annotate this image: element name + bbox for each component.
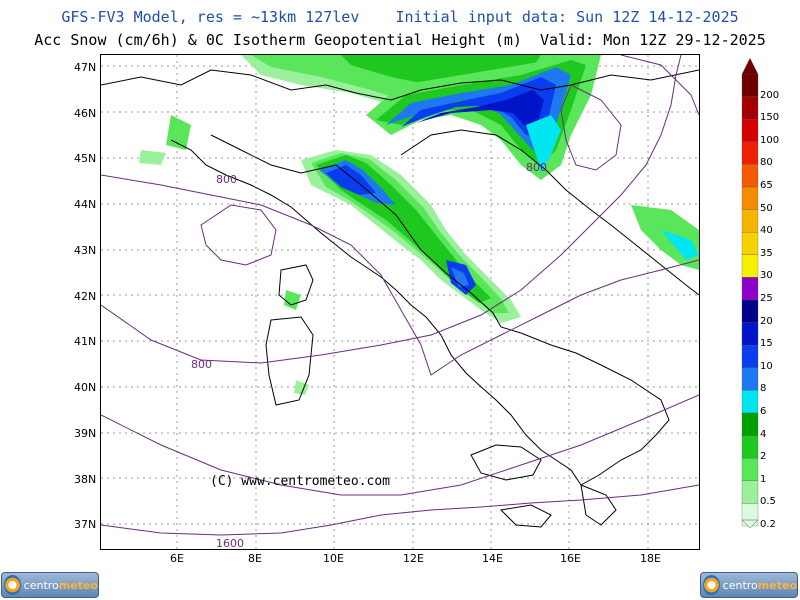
lat-label-46: 46N bbox=[74, 107, 97, 120]
contour-label: 800 bbox=[216, 173, 237, 186]
lon-label-12e: 12E bbox=[403, 552, 424, 565]
legend-bottom-arrow bbox=[741, 519, 759, 528]
legend-label: 50 bbox=[760, 202, 773, 214]
lon-label-8e: 8E bbox=[248, 552, 262, 565]
legend-label: 100 bbox=[760, 134, 780, 146]
logo-right: centrometeo bbox=[700, 572, 798, 598]
lat-label-43: 43N bbox=[74, 244, 97, 257]
logo-text: centrometeo bbox=[722, 578, 797, 592]
legend-swatch bbox=[741, 232, 759, 255]
legend-swatch bbox=[741, 209, 759, 233]
legend-top-arrow bbox=[742, 58, 758, 74]
legend-swatch bbox=[741, 322, 759, 346]
legend-swatch bbox=[741, 412, 759, 436]
lat-label-44: 44N bbox=[74, 198, 97, 211]
logo-ring-icon bbox=[4, 575, 21, 595]
legend-label: 2 bbox=[760, 451, 767, 463]
snow-field-northeast bbox=[366, 55, 601, 180]
title-line-1: GFS-FV3 Model, res = ~13km 127lev Initia… bbox=[61, 8, 739, 26]
lon-label-18e: 18E bbox=[640, 552, 661, 565]
legend-swatch bbox=[741, 277, 759, 301]
legend-label: 10 bbox=[760, 360, 773, 372]
legend-label: 0.2 bbox=[760, 519, 776, 530]
legend-label: 80 bbox=[760, 157, 773, 169]
legend-swatch bbox=[741, 164, 759, 188]
snow-field-balkans bbox=[631, 205, 699, 270]
color-legend bbox=[741, 58, 759, 528]
legend-label: 200 bbox=[760, 89, 780, 101]
legend-swatch bbox=[741, 254, 759, 278]
coastlines bbox=[101, 69, 699, 528]
legend-label: 20 bbox=[760, 315, 773, 327]
lat-label-37: 37N bbox=[74, 518, 97, 531]
legend-swatch bbox=[741, 119, 759, 142]
legend-label: 15 bbox=[760, 338, 773, 350]
lat-label-45: 45N bbox=[74, 152, 97, 165]
legend-swatch bbox=[741, 299, 759, 323]
legend-swatch bbox=[741, 186, 759, 210]
legend-swatch bbox=[741, 96, 759, 120]
lon-label-16e: 16E bbox=[560, 552, 581, 565]
legend-swatch bbox=[741, 435, 759, 459]
legend-label: 150 bbox=[760, 112, 780, 124]
lat-label-39: 39N bbox=[74, 427, 97, 440]
lon-label-10e: 10E bbox=[323, 552, 344, 565]
snow-field-isolated bbox=[139, 115, 309, 395]
legend-swatch bbox=[741, 73, 759, 97]
copyright-watermark: (C) www.centrometeo.com bbox=[210, 474, 391, 489]
lat-label-40: 40N bbox=[74, 381, 97, 394]
legend-swatch bbox=[741, 367, 759, 391]
logo-text: centrometeo bbox=[23, 578, 98, 592]
lon-label-6e: 6E bbox=[170, 552, 184, 565]
legend-label: 4 bbox=[760, 428, 767, 440]
lon-label-14e: 14E bbox=[482, 552, 503, 565]
lat-label-41: 41N bbox=[74, 335, 97, 348]
legend-label: 1 bbox=[760, 473, 767, 485]
lat-label-38: 38N bbox=[74, 473, 97, 486]
legend-swatch bbox=[741, 345, 759, 368]
isotherm-contours bbox=[101, 55, 699, 536]
legend-swatch bbox=[741, 390, 759, 414]
legend-swatch bbox=[741, 458, 759, 481]
contour-label: 800 bbox=[191, 358, 212, 371]
legend-label: 30 bbox=[760, 270, 773, 282]
title-line-2: Acc Snow (cm/6h) & 0C Isotherm Geopotent… bbox=[34, 31, 766, 49]
legend-label: 65 bbox=[760, 180, 773, 191]
legend-swatch bbox=[741, 141, 759, 165]
legend-swatch bbox=[741, 480, 759, 504]
contour-label: 800 bbox=[526, 161, 547, 174]
legend-label: 8 bbox=[760, 383, 767, 395]
contour-label: 1600 bbox=[216, 537, 244, 549]
contour-labels: 800 800 800 800 1600 bbox=[191, 161, 547, 549]
legend-label: 6 bbox=[760, 406, 767, 417]
map-panel: 800 800 800 800 1600 bbox=[100, 54, 700, 550]
map-canvas: 800 800 800 800 1600 bbox=[101, 55, 699, 549]
logo-ring-icon bbox=[703, 575, 720, 595]
lat-label-42: 42N bbox=[74, 290, 97, 303]
lat-label-47: 47N bbox=[74, 61, 97, 74]
legend-label: 25 bbox=[760, 293, 773, 304]
legend-label: 35 bbox=[760, 247, 773, 259]
legend-label: 0.5 bbox=[760, 496, 776, 508]
logo-left: centrometeo bbox=[1, 572, 99, 598]
legend-label: 40 bbox=[760, 225, 773, 237]
